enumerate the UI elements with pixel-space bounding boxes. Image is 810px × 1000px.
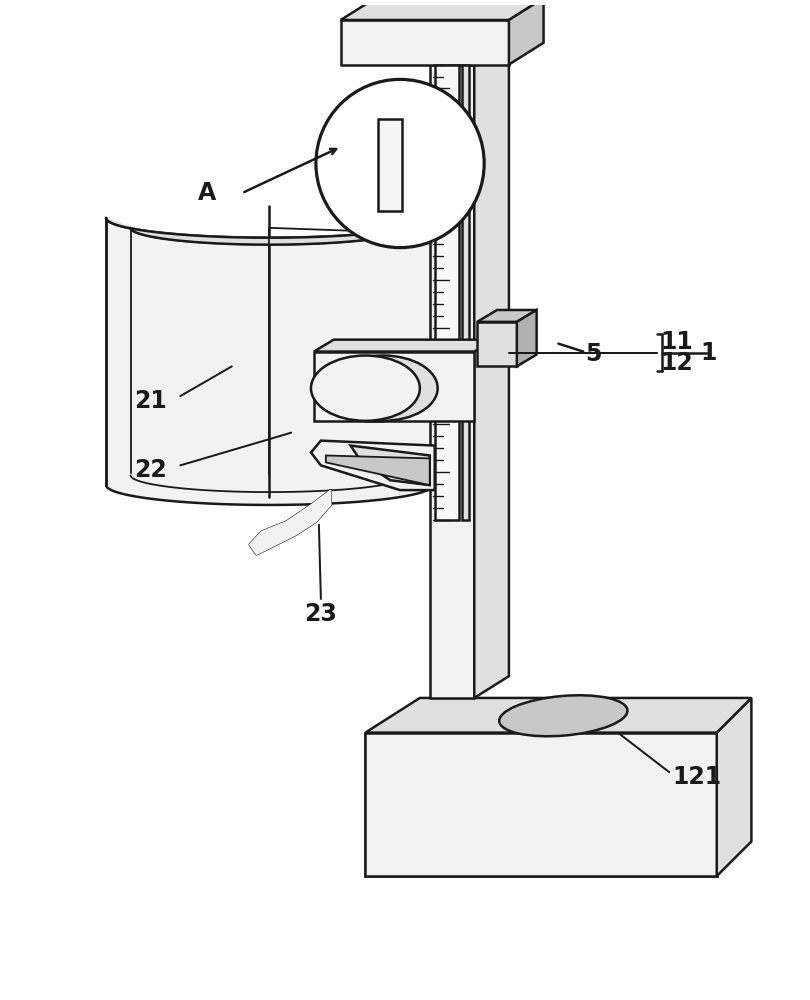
Polygon shape <box>365 733 717 876</box>
Polygon shape <box>249 490 330 554</box>
Polygon shape <box>463 65 469 520</box>
Polygon shape <box>314 352 475 421</box>
Polygon shape <box>106 218 433 245</box>
Text: 22: 22 <box>134 458 167 482</box>
Polygon shape <box>475 43 509 698</box>
Polygon shape <box>326 455 430 485</box>
Ellipse shape <box>329 356 437 421</box>
Circle shape <box>316 79 484 248</box>
Polygon shape <box>378 119 402 211</box>
Polygon shape <box>351 446 430 485</box>
Text: 12: 12 <box>661 351 693 375</box>
Text: 1: 1 <box>701 341 717 365</box>
Polygon shape <box>517 310 537 366</box>
Polygon shape <box>509 0 544 65</box>
Polygon shape <box>430 43 509 65</box>
Polygon shape <box>477 322 517 366</box>
Text: 21: 21 <box>134 389 167 413</box>
Text: 5: 5 <box>585 342 601 366</box>
Polygon shape <box>477 310 537 322</box>
Polygon shape <box>341 0 544 20</box>
Polygon shape <box>311 441 435 490</box>
Text: 11: 11 <box>661 330 693 354</box>
Polygon shape <box>314 340 494 352</box>
Polygon shape <box>365 733 717 876</box>
Polygon shape <box>717 698 752 876</box>
Ellipse shape <box>499 695 628 736</box>
Text: 23: 23 <box>305 602 337 626</box>
Polygon shape <box>365 698 752 733</box>
Polygon shape <box>435 65 459 520</box>
Polygon shape <box>106 218 433 505</box>
Text: 121: 121 <box>672 765 722 789</box>
Ellipse shape <box>311 356 420 421</box>
Text: A: A <box>198 181 216 205</box>
Polygon shape <box>430 65 475 698</box>
Polygon shape <box>341 20 509 65</box>
